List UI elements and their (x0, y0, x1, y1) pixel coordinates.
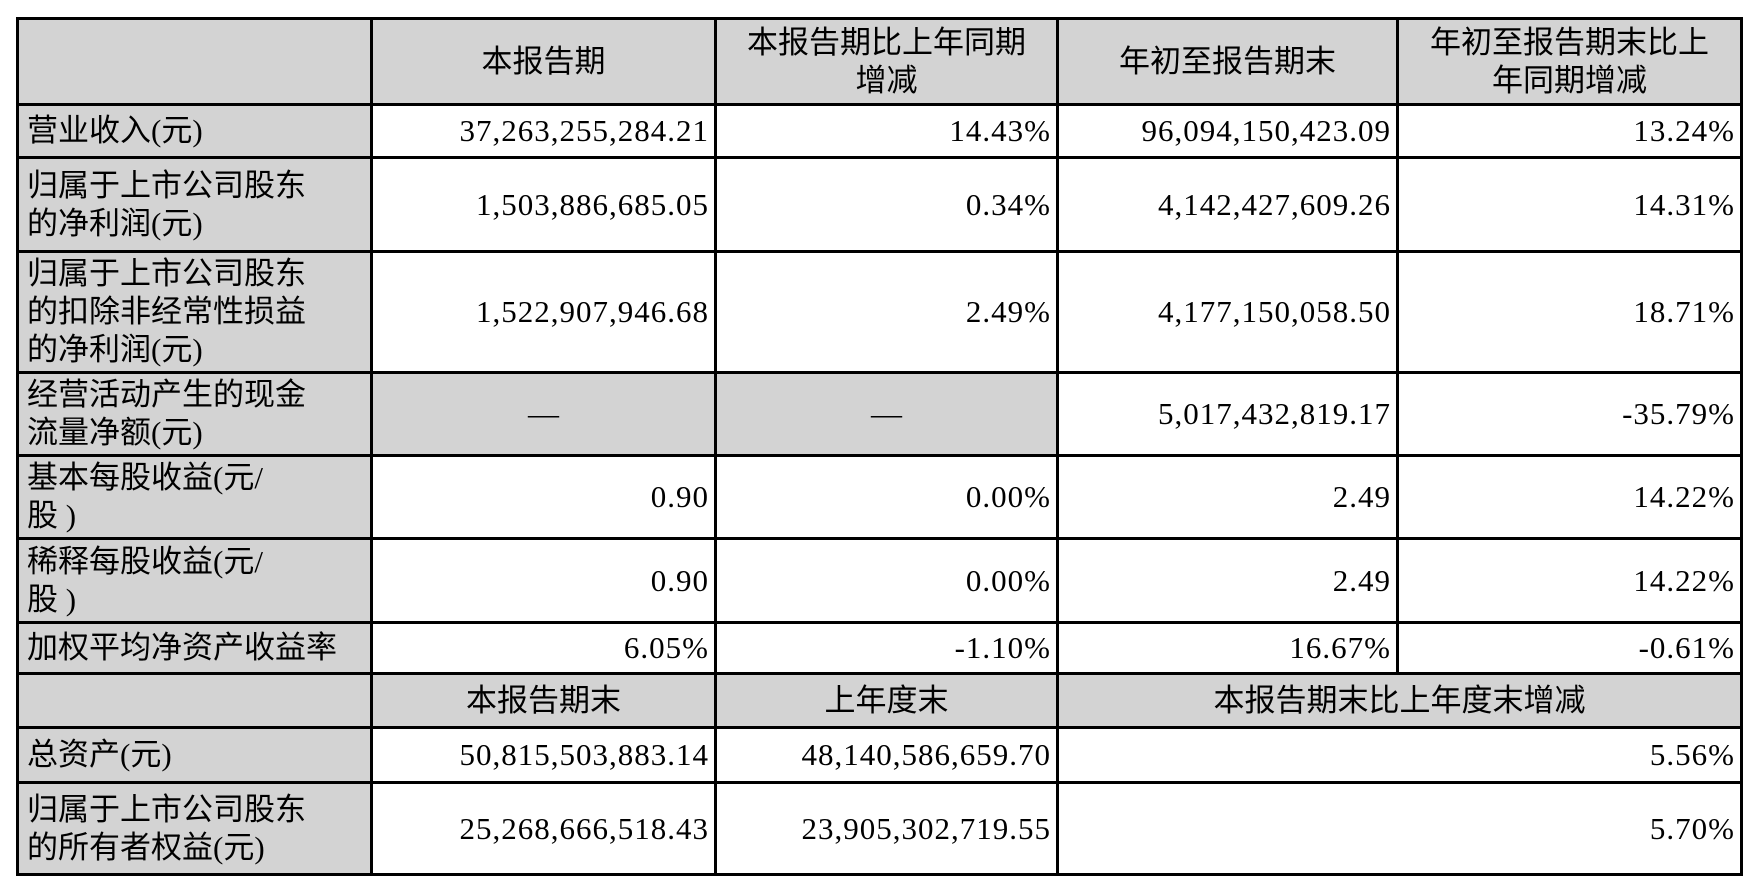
cash-flow-ytd: 5,017,432,819.17 (1056, 371, 1399, 457)
row-label-operating-cash-flow: 经营活动产生的现金 流量净额(元) (16, 371, 373, 457)
row-basic-eps: 基本每股收益(元/ 股 ) 0.90 0.00% 2.49 14.22% (16, 454, 1743, 540)
excl-nonrecurring-current-period: 1,522,907,946.68 (370, 250, 717, 374)
roe-ytd: 16.67% (1056, 621, 1399, 675)
row-net-profit: 归属于上市公司股东 的净利润(元) 1,503,886,685.05 0.34%… (16, 156, 1743, 253)
corner-cell (16, 17, 373, 106)
row-diluted-eps: 稀释每股收益(元/ 股 ) 0.90 0.00% 2.49 14.22% (16, 537, 1743, 624)
roe-yoy-change: -1.10% (714, 621, 1059, 675)
diluted-eps-yoy-change: 0.00% (714, 537, 1059, 624)
row-label-basic-eps: 基本每股收益(元/ 股 ) (16, 454, 373, 540)
row-label-revenue: 营业收入(元) (16, 103, 373, 159)
equity-change: 5.70% (1056, 781, 1743, 876)
net-profit-current-period: 1,503,886,685.05 (370, 156, 717, 253)
equity-prior-year-end: 23,905,302,719.55 (714, 781, 1059, 876)
row-label-diluted-eps: 稀释每股收益(元/ 股 ) (16, 537, 373, 624)
row-label-net-profit-excl-nonrecurring: 归属于上市公司股东 的扣除非经常性损益 的净利润(元) (16, 250, 373, 374)
row-net-profit-excl-nonrecurring: 归属于上市公司股东 的扣除非经常性损益 的净利润(元) 1,522,907,94… (16, 250, 1743, 374)
header-row-period-end: 本报告期末 上年度末 本报告期末比上年度末增减 (16, 672, 1743, 729)
header-ytd: 年初至报告期末 (1056, 17, 1399, 106)
header-row-period: 本报告期 本报告期比上年同期 增减 年初至报告期末 年初至报告期末比上 年同期增… (16, 17, 1743, 106)
diluted-eps-ytd: 2.49 (1056, 537, 1399, 624)
roe-ytd-yoy-change: -0.61% (1396, 621, 1743, 675)
row-label-total-assets: 总资产(元) (16, 726, 373, 784)
excl-nonrecurring-yoy-change: 2.49% (714, 250, 1059, 374)
row-weighted-avg-roe: 加权平均净资产收益率 6.05% -1.10% 16.67% -0.61% (16, 621, 1743, 675)
row-label-weighted-avg-roe: 加权平均净资产收益率 (16, 621, 373, 675)
basic-eps-current-period: 0.90 (370, 454, 717, 540)
row-total-assets: 总资产(元) 50,815,503,883.14 48,140,586,659.… (16, 726, 1743, 784)
total-assets-prior-year-end: 48,140,586,659.70 (714, 726, 1059, 784)
net-profit-ytd: 4,142,427,609.26 (1056, 156, 1399, 253)
diluted-eps-ytd-yoy-change: 14.22% (1396, 537, 1743, 624)
row-equity: 归属于上市公司股东 的所有者权益(元) 25,268,666,518.43 23… (16, 781, 1743, 876)
diluted-eps-current-period: 0.90 (370, 537, 717, 624)
revenue-ytd-yoy-change: 13.24% (1396, 103, 1743, 159)
revenue-ytd: 96,094,150,423.09 (1056, 103, 1399, 159)
cash-flow-ytd-yoy-change: -35.79% (1396, 371, 1743, 457)
basic-eps-ytd-yoy-change: 14.22% (1396, 454, 1743, 540)
corner-cell-2 (16, 672, 373, 729)
row-operating-cash-flow: 经营活动产生的现金 流量净额(元) — — 5,017,432,819.17 -… (16, 371, 1743, 457)
cash-flow-yoy-change-dash: — (714, 371, 1059, 457)
equity-period-end: 25,268,666,518.43 (370, 781, 717, 876)
header-current-period-end: 本报告期末 (370, 672, 717, 729)
row-revenue: 营业收入(元) 37,263,255,284.21 14.43% 96,094,… (16, 103, 1743, 159)
row-label-net-profit: 归属于上市公司股东 的净利润(元) (16, 156, 373, 253)
basic-eps-ytd: 2.49 (1056, 454, 1399, 540)
total-assets-change: 5.56% (1056, 726, 1743, 784)
excl-nonrecurring-ytd: 4,177,150,058.50 (1056, 250, 1399, 374)
header-current-period: 本报告期 (370, 17, 717, 106)
cash-flow-current-period-dash: — (370, 371, 717, 457)
row-label-equity: 归属于上市公司股东 的所有者权益(元) (16, 781, 373, 876)
net-profit-ytd-yoy-change: 14.31% (1396, 156, 1743, 253)
financial-summary-table: 本报告期 本报告期比上年同期 增减 年初至报告期末 年初至报告期末比上 年同期增… (16, 17, 1743, 876)
header-period-end-vs-prior-year-end: 本报告期末比上年度末增减 (1056, 672, 1743, 729)
revenue-yoy-change: 14.43% (714, 103, 1059, 159)
revenue-current-period: 37,263,255,284.21 (370, 103, 717, 159)
excl-nonrecurring-ytd-yoy-change: 18.71% (1396, 250, 1743, 374)
net-profit-yoy-change: 0.34% (714, 156, 1059, 253)
total-assets-period-end: 50,815,503,883.14 (370, 726, 717, 784)
roe-current-period: 6.05% (370, 621, 717, 675)
header-ytd-yoy-change: 年初至报告期末比上 年同期增减 (1396, 17, 1743, 106)
basic-eps-yoy-change: 0.00% (714, 454, 1059, 540)
header-period-yoy-change: 本报告期比上年同期 增减 (714, 17, 1059, 106)
header-prior-year-end: 上年度末 (714, 672, 1059, 729)
